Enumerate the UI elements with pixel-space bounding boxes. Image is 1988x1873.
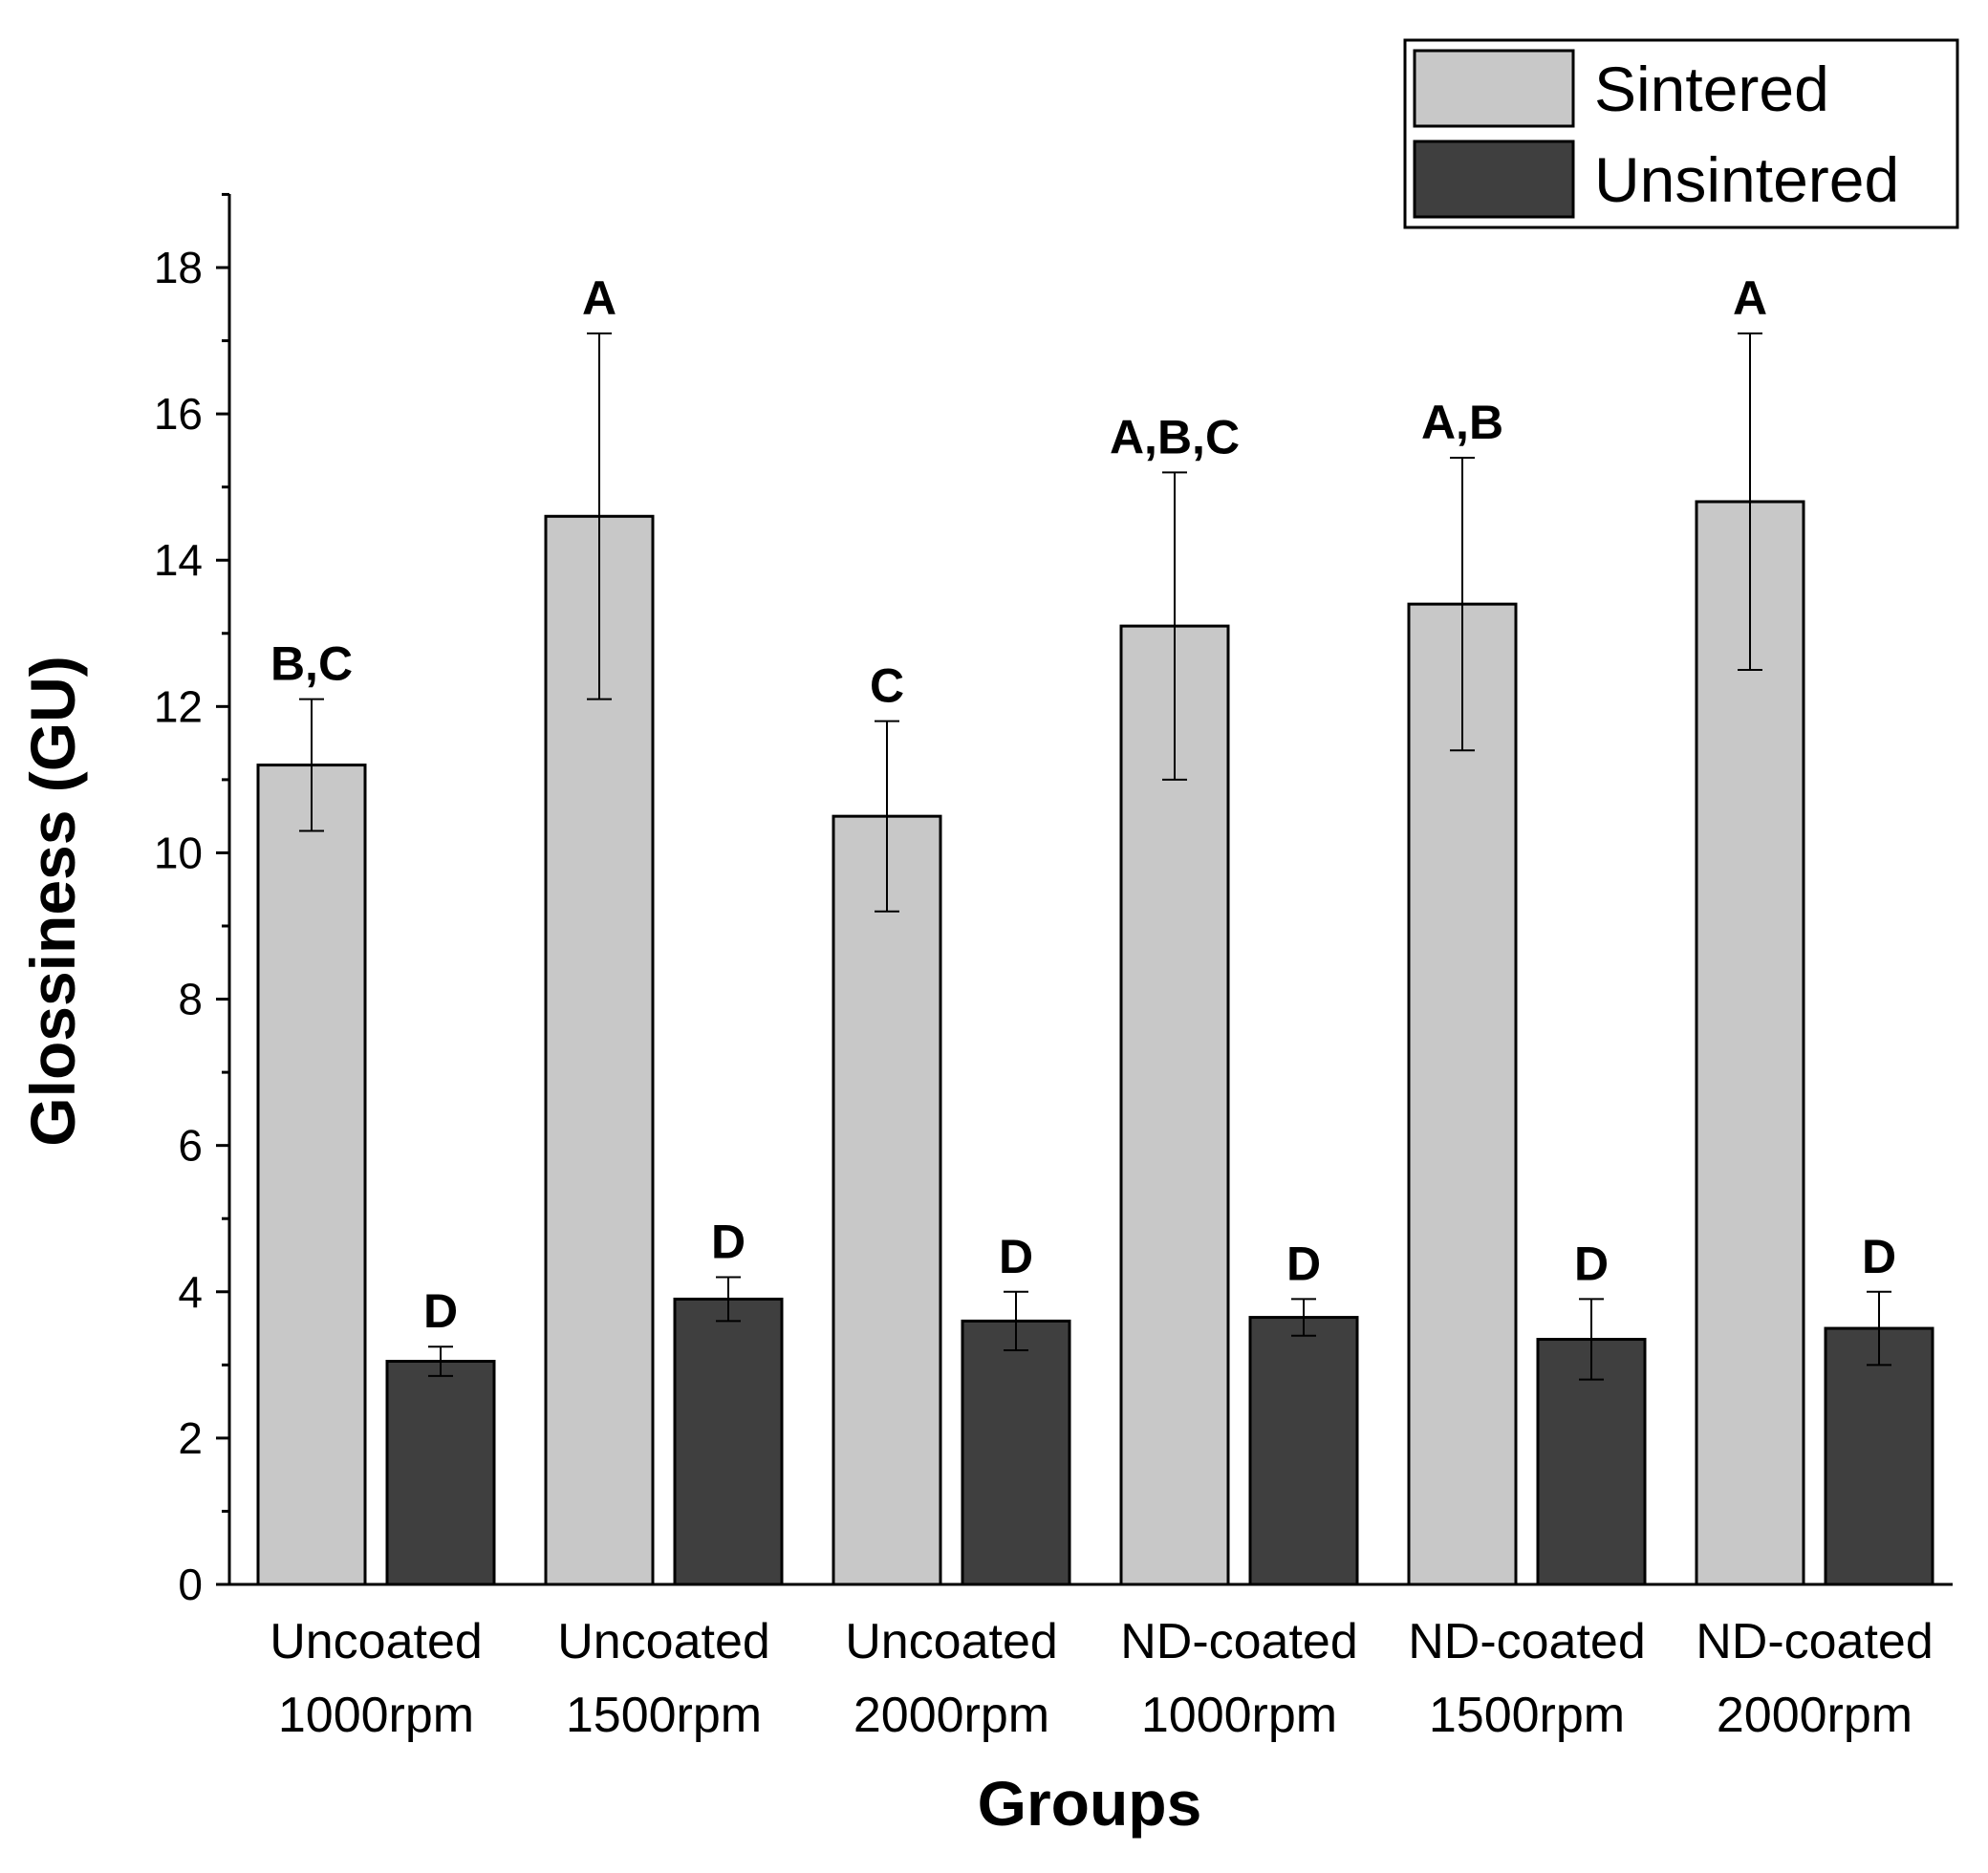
significance-label-unsintered-0: D <box>423 1284 458 1338</box>
y-tick-label-14: 14 <box>154 535 203 585</box>
x-tick-label-1-line-0: Uncoated <box>557 1614 770 1669</box>
error-bar-unsintered-3 <box>1291 1298 1316 1337</box>
y-tick-label-12: 12 <box>154 681 203 731</box>
x-axis-title: Groups <box>978 1768 1202 1839</box>
bar-sintered-0 <box>256 764 367 1586</box>
legend-swatch-sintered <box>1413 49 1575 128</box>
bar-sintered-2 <box>832 814 942 1586</box>
significance-label-unsintered-2: D <box>999 1230 1033 1283</box>
significance-label-unsintered-5: D <box>1862 1230 1896 1283</box>
error-bar-unsintered-5 <box>1867 1290 1891 1367</box>
bar-unsintered-2 <box>961 1319 1071 1586</box>
x-tick-label-4-line-1: 1500rpm <box>1429 1688 1625 1743</box>
bars-layer <box>256 500 1934 1586</box>
bar-unsintered-3 <box>1248 1316 1359 1586</box>
error-bar-unsintered-4 <box>1579 1298 1604 1381</box>
bar-unsintered-5 <box>1824 1326 1934 1586</box>
y-tick-label-4: 4 <box>178 1267 203 1317</box>
y-tick-label-10: 10 <box>154 828 203 877</box>
bar-unsintered-4 <box>1536 1338 1647 1586</box>
legend-label-sintered: Sintered <box>1594 54 1829 124</box>
y-axis-title: Glossiness (GU) <box>17 656 88 1146</box>
bar-unsintered-1 <box>673 1297 784 1586</box>
legend: Sintered Unsintered <box>1403 38 1959 229</box>
error-bar-sintered-1 <box>587 332 612 700</box>
significance-label-sintered-1: A <box>582 271 616 325</box>
significance-label-sintered-4: A,B <box>1421 396 1503 449</box>
error-bar-unsintered-1 <box>716 1276 741 1323</box>
axes-layer <box>216 192 1953 1586</box>
x-tick-label-0-line-1: 1000rpm <box>278 1688 474 1743</box>
y-tick-label-2: 2 <box>178 1413 203 1463</box>
x-tick-label-2-line-1: 2000rpm <box>854 1688 1049 1743</box>
error-bar-sintered-2 <box>875 720 899 913</box>
x-tick-label-3-line-1: 1000rpm <box>1141 1688 1337 1743</box>
legend-swatch-unsintered <box>1413 140 1575 219</box>
y-tick-label-0: 0 <box>178 1560 203 1609</box>
significance-label-sintered-2: C <box>870 659 904 713</box>
error-bar-sintered-0 <box>299 698 324 832</box>
significance-label-unsintered-4: D <box>1574 1237 1609 1290</box>
significance-label-sintered-0: B,C <box>270 637 353 691</box>
error-bar-sintered-5 <box>1738 332 1762 672</box>
y-tick-label-6: 6 <box>178 1121 203 1171</box>
x-tick-label-0-line-0: Uncoated <box>270 1614 483 1669</box>
significance-label-sintered-5: A <box>1733 271 1767 325</box>
y-tick-label-8: 8 <box>178 975 203 1024</box>
significance-label-unsintered-1: D <box>711 1215 746 1268</box>
y-tick-label-18: 18 <box>154 243 203 292</box>
labels-layer: B,C D Uncoated 1000rpm A D Uncoated 1500rpm C D Un… <box>154 243 1934 1743</box>
y-tick-label-16: 16 <box>154 389 203 439</box>
error-bar-sintered-4 <box>1450 457 1475 752</box>
x-tick-label-1-line-1: 1500rpm <box>566 1688 762 1743</box>
error-bar-unsintered-2 <box>1004 1290 1028 1352</box>
significance-label-sintered-3: A,B,C <box>1110 410 1240 463</box>
error-bar-sintered-3 <box>1162 471 1187 781</box>
x-tick-label-5-line-0: ND-coated <box>1696 1614 1934 1669</box>
x-tick-label-4-line-0: ND-coated <box>1408 1614 1646 1669</box>
legend-label-unsintered: Unsintered <box>1594 144 1899 215</box>
error-bar-unsintered-0 <box>428 1346 453 1377</box>
x-tick-label-3-line-0: ND-coated <box>1120 1614 1358 1669</box>
error-bars-layer <box>299 332 1891 1381</box>
x-tick-label-2-line-0: Uncoated <box>845 1614 1058 1669</box>
significance-label-unsintered-3: D <box>1286 1237 1321 1290</box>
bar-sintered-3 <box>1119 624 1230 1586</box>
bar-unsintered-0 <box>385 1360 496 1586</box>
x-tick-label-5-line-1: 2000rpm <box>1717 1688 1912 1743</box>
